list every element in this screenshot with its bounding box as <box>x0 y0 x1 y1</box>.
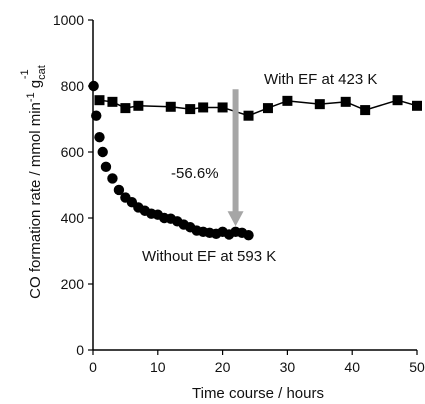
data-point-with-ef <box>120 103 131 114</box>
x-tick-label: 30 <box>280 359 296 375</box>
reduction-arrow-head <box>227 211 244 227</box>
data-point-without-ef <box>243 229 254 241</box>
y-tick-label: 200 <box>61 276 85 292</box>
y-axis-title-sup1: -1 <box>25 92 37 102</box>
x-tick-label: 10 <box>150 359 166 375</box>
x-tick-label: 50 <box>409 359 425 375</box>
data-point-with-ef <box>314 99 325 110</box>
data-point-with-ef <box>94 95 105 106</box>
series-label-with-ef: With EF at 423 K <box>264 71 377 88</box>
y-axis-title: CO formation rate / mmol min-1 gcat-1 <box>19 65 48 299</box>
y-axis-title-sub: cat <box>36 65 48 80</box>
annotations <box>227 89 244 227</box>
data-point-with-ef <box>392 95 403 106</box>
series-label-without-ef: Without EF at 593 K <box>142 248 276 265</box>
data-point-with-ef <box>107 96 118 107</box>
y-tick-label: 600 <box>61 144 85 160</box>
axes <box>92 20 417 351</box>
data-point-with-ef <box>243 110 254 121</box>
data-point-with-ef <box>262 103 273 114</box>
y-axis-title-g: g <box>27 80 44 93</box>
data-point-without-ef <box>91 110 102 121</box>
data-point-with-ef <box>133 100 144 111</box>
data-point-with-ef <box>412 100 422 111</box>
data-point-without-ef <box>113 184 125 196</box>
data-point-with-ef <box>185 104 196 115</box>
data-point-without-ef <box>100 161 112 173</box>
x-tick-label: 40 <box>344 359 360 375</box>
x-tick-label: 0 <box>89 359 97 375</box>
series-markers <box>88 80 422 241</box>
data-point-without-ef <box>97 146 108 158</box>
x-axis-title: Time course / hours <box>192 385 324 402</box>
data-point-with-ef <box>198 102 209 113</box>
data-point-with-ef <box>165 101 176 112</box>
data-point-without-ef <box>94 131 105 143</box>
ticks: 0 10 20 30 40 50 0 200 400 600 800 1000 <box>53 12 425 375</box>
y-tick-label: 400 <box>61 210 85 226</box>
y-axis-title-sup2: -1 <box>19 69 31 79</box>
data-point-without-ef <box>88 80 99 92</box>
y-tick-label: 0 <box>76 342 84 358</box>
y-axis-title-main: CO formation rate / mmol min <box>27 102 44 299</box>
data-point-with-ef <box>217 102 228 113</box>
data-point-with-ef <box>340 96 351 107</box>
y-tick-label: 800 <box>61 78 85 94</box>
reduction-annotation-label: -56.6% <box>171 165 219 182</box>
x-tick-label: 20 <box>215 359 231 375</box>
data-point-with-ef <box>282 95 293 106</box>
y-tick-label: 1000 <box>53 12 84 28</box>
data-point-without-ef <box>107 173 118 184</box>
data-point-with-ef <box>360 105 371 116</box>
